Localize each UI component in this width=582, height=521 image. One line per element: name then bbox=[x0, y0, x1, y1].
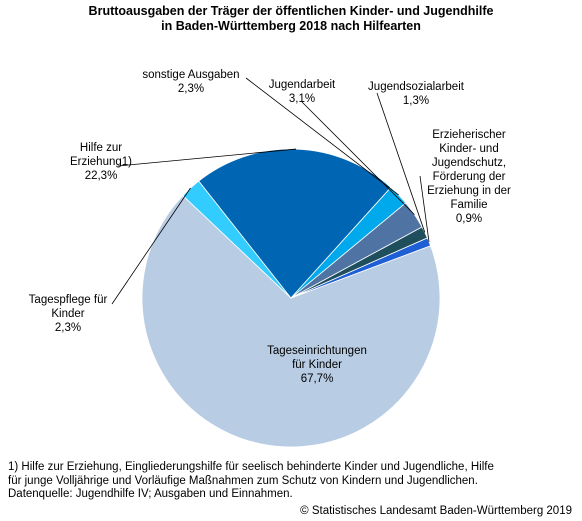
label-hilfe-line2: Erziehung1) bbox=[69, 156, 132, 168]
label-sonstige-line1: sonstige Ausgaben bbox=[142, 69, 240, 81]
chart-title: Bruttoausgaben der Träger der öffentlich… bbox=[0, 4, 582, 34]
footnote-line-1: 1) Hilfe zur Erziehung, Eingliederungshi… bbox=[8, 461, 494, 473]
footnote-line-2: für junge Volljährige und Vorläufige Maß… bbox=[8, 474, 478, 487]
label-tagespflege-line1: Tagespflege für bbox=[28, 294, 108, 306]
label-schutz-line1: Erzieherischer bbox=[432, 129, 506, 141]
leader-line-tagespflege bbox=[111, 187, 191, 305]
label-tageseinrichtungen-value: 67,7% bbox=[300, 373, 334, 385]
label-hilfe-zur-erziehung: Hilfe zur Erziehung1) 22,3% bbox=[56, 141, 146, 183]
label-hilfe-line1: Hilfe zur bbox=[79, 142, 123, 154]
leader-line-hilfe-zur-erziehung bbox=[117, 148, 297, 167]
label-jugendsozialarbeit-value: 1,3% bbox=[402, 95, 430, 107]
label-kinder-jugendschutz: Erzieherischer Kinder- und Jugendschutz,… bbox=[414, 128, 524, 226]
label-sonstige-ausgaben: sonstige Ausgaben 2,3% bbox=[130, 68, 252, 96]
leader-line-jugendarbeit bbox=[301, 101, 415, 215]
label-sonstige-value: 2,3% bbox=[177, 83, 205, 95]
label-tagespflege-value: 2,3% bbox=[54, 322, 82, 334]
footnote-line-3: Datenquelle: Jugendhilfe IV; Ausgaben un… bbox=[8, 488, 293, 500]
label-tageseinrichtungen-line2: für Kinder bbox=[292, 359, 342, 371]
footnote: 1) Hilfe zur Erziehung, Eingliederungshi… bbox=[8, 461, 578, 502]
label-tageseinrichtungen-line1: Tageseinrichtungen bbox=[267, 345, 367, 357]
pie-slice-tageseinrichtungen bbox=[141, 194, 441, 448]
leader-line-sonstige-ausgaben bbox=[245, 77, 399, 196]
chart-title-line-1: Bruttoausgaben der Träger der öffentlich… bbox=[88, 4, 494, 18]
label-jugendarbeit-line1: Jugendarbeit bbox=[268, 79, 336, 91]
label-tageseinrichtungen: Tageseinrichtungen für Kinder 67,7% bbox=[262, 344, 372, 386]
label-hilfe-value: 22,3% bbox=[84, 170, 118, 182]
label-jugendsozialarbeit-line1: Jugendsozialarbeit bbox=[368, 81, 464, 93]
label-schutz-line3: Jugendschutz, bbox=[431, 157, 507, 169]
label-schutz-line5: Erziehung in der bbox=[427, 185, 511, 197]
label-tagespflege: Tagespflege für Kinder 2,3% bbox=[18, 293, 118, 335]
label-tagespflege-line2: Kinder bbox=[51, 308, 85, 320]
leader-line-kinder-jugendschutz bbox=[419, 175, 430, 242]
label-jugendsozialarbeit: Jugendsozialarbeit 1,3% bbox=[363, 80, 469, 108]
label-jugendarbeit-value: 3,1% bbox=[288, 93, 316, 105]
leader-line-jugendsozialarbeit bbox=[376, 92, 426, 233]
label-schutz-line6: Familie bbox=[450, 199, 488, 211]
copyright: © Statistisches Landesamt Baden-Württemb… bbox=[300, 505, 572, 517]
label-schutz-value: 0,9% bbox=[455, 213, 483, 225]
label-jugendarbeit: Jugendarbeit 3,1% bbox=[262, 78, 342, 106]
pie-slice-kinder-jugendschutz bbox=[290, 237, 432, 299]
chart-title-line-2: in Baden-Württemberg 2018 nach Hilfearte… bbox=[161, 19, 421, 33]
label-schutz-line2: Kinder- und bbox=[439, 143, 499, 155]
label-schutz-line4: Förderung der bbox=[432, 171, 506, 183]
